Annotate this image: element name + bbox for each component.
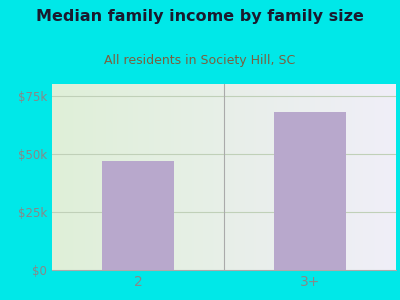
Bar (102, 161, 174, 270)
Text: All residents in Society Hill, SC: All residents in Society Hill, SC (104, 54, 296, 67)
Bar (274, 112, 346, 270)
Text: Median family income by family size: Median family income by family size (36, 9, 364, 24)
